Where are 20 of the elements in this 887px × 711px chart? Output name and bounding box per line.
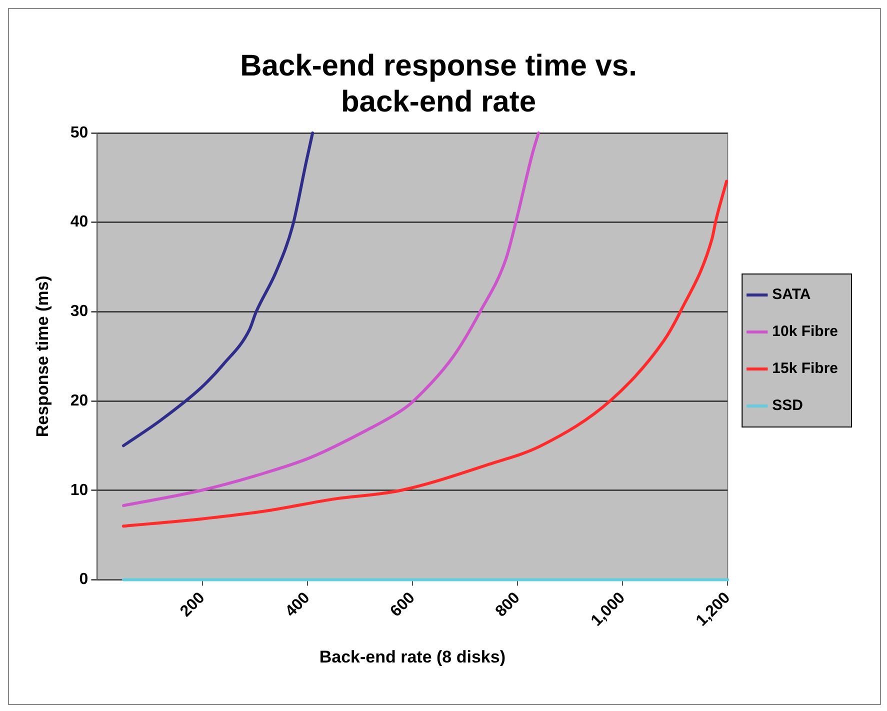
x-tick-label: 800 [492,589,524,620]
x-axis-title: Back-end rate (8 disks) [319,647,506,666]
legend-label: SSD [772,397,804,414]
legend-label: 10k Fibre [772,323,838,340]
line-series [122,180,728,528]
y-tick-label: 50 [70,124,88,142]
y-tick-label: 20 [70,392,88,410]
y-tick-label: 30 [70,303,88,320]
chart-title: Back-end response time vs. back-end rate [240,49,637,118]
x-tick-label: 600 [387,589,418,620]
line-series [122,132,314,448]
y-tick-label: 0 [79,571,88,588]
y-axis-title: Response time (ms) [32,276,52,438]
y-tick-label: 40 [70,214,88,231]
y-tick-label: 10 [70,482,88,499]
x-tick-label: 200 [177,589,208,620]
legend-label: SATA [772,286,811,304]
x-tick-label: 400 [282,589,314,620]
legend-label: 15k Fibre [772,360,838,378]
line-series [122,132,540,508]
